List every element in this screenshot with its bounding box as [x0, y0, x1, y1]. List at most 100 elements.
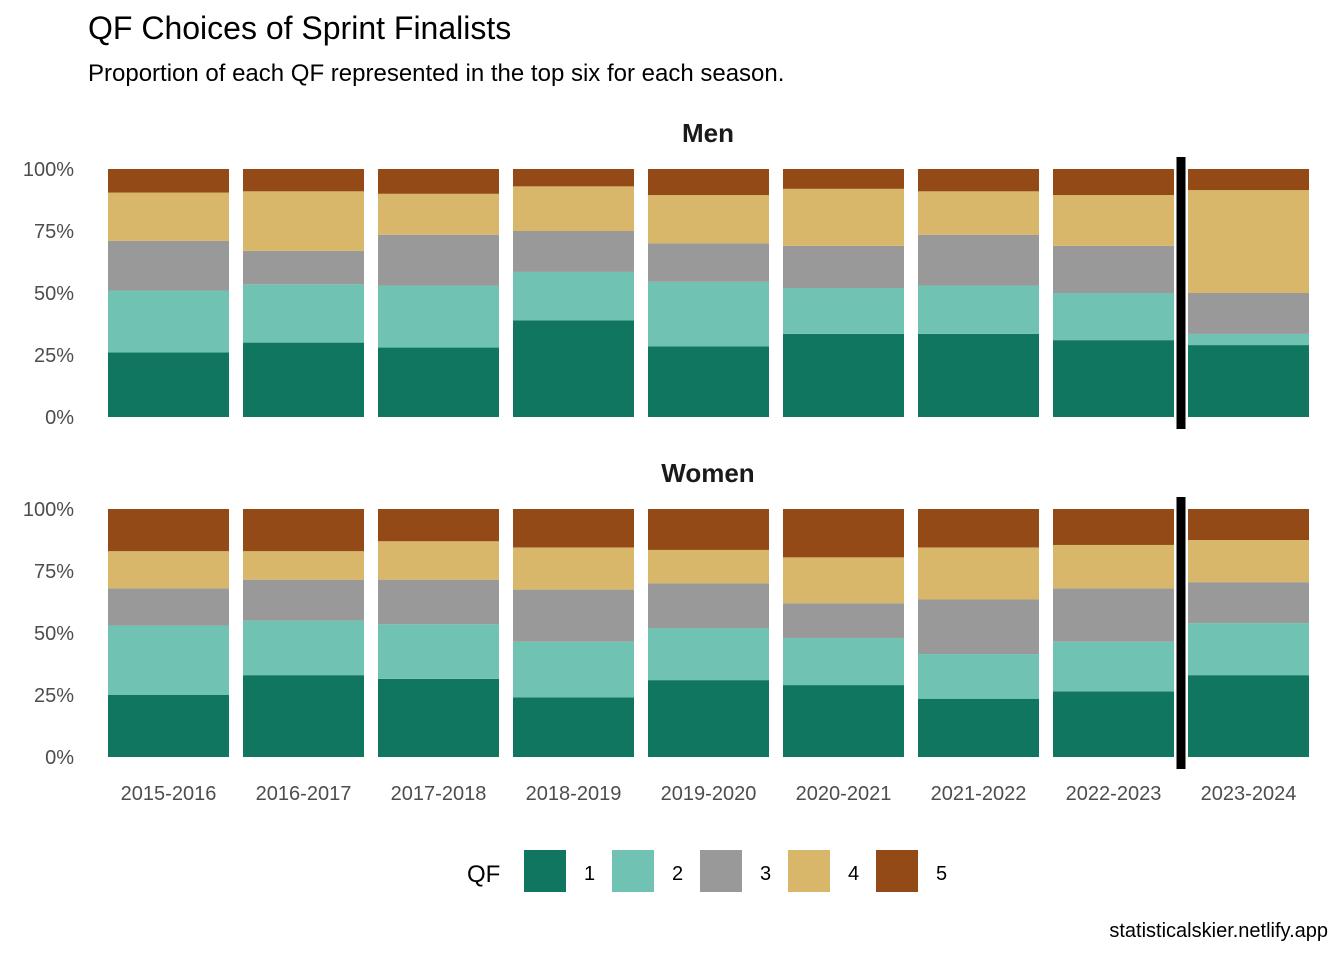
legend-label-4: 4 — [848, 863, 859, 885]
bar-segment — [918, 547, 1039, 600]
bar-segment — [513, 547, 634, 590]
bar-segment — [1053, 245, 1174, 293]
legend-title: QF — [467, 861, 500, 888]
bar-segment — [378, 579, 499, 625]
bar-segment — [513, 186, 634, 231]
bar-segment — [1053, 293, 1174, 341]
bar-segment — [1188, 509, 1309, 540]
bar-segment — [1188, 540, 1309, 583]
bar-segment — [513, 641, 634, 698]
bar-segment — [243, 250, 364, 285]
bar-segment — [918, 191, 1039, 235]
panel-title-men: Men — [682, 118, 734, 148]
bar-segment — [1053, 340, 1174, 417]
bar-segment — [918, 234, 1039, 286]
bar-segment — [243, 620, 364, 676]
bar-segment — [1053, 195, 1174, 246]
bar-segment — [513, 697, 634, 757]
bar-segment — [648, 583, 769, 629]
y-tick-label: 25% — [34, 345, 74, 367]
bar-segment — [648, 549, 769, 584]
y-tick-label: 0% — [45, 747, 74, 769]
bar-segment — [243, 509, 364, 552]
legend-label-1: 1 — [584, 863, 595, 885]
x-tick-label: 2018-2019 — [526, 783, 622, 805]
y-tick-label: 0% — [45, 407, 74, 429]
bar-segment — [918, 285, 1039, 334]
bar-segment — [648, 195, 769, 244]
y-tick-label: 25% — [34, 685, 74, 707]
bar-segment — [783, 333, 904, 417]
x-tick-label: 2017-2018 — [391, 783, 487, 805]
chart-subtitle: Proportion of each QF represented in the… — [88, 60, 785, 87]
bar-segment — [243, 551, 364, 580]
bar-segment — [1188, 169, 1309, 191]
bar-segment — [918, 509, 1039, 548]
bar-segment — [513, 509, 634, 548]
bar-segment — [648, 281, 769, 347]
bar-segment — [108, 192, 229, 241]
bar-segment — [378, 678, 499, 757]
legend-label-5: 5 — [936, 863, 947, 885]
bar-segment — [648, 169, 769, 196]
bar-segment — [783, 288, 904, 334]
y-tick-label: 75% — [34, 221, 74, 243]
legend-label-2: 2 — [672, 863, 683, 885]
bar-segment — [648, 509, 769, 550]
bar-segment — [108, 290, 229, 353]
bar-segment — [1188, 623, 1309, 676]
bar-segment — [918, 654, 1039, 699]
bar-segment — [918, 333, 1039, 417]
x-tick-label: 2016-2017 — [256, 783, 352, 805]
x-tick-label: 2019-2020 — [661, 783, 757, 805]
bar-segment — [1053, 588, 1174, 642]
bar-segment — [783, 188, 904, 246]
bar-segment — [1053, 544, 1174, 589]
bar-segment — [1188, 582, 1309, 624]
bar-segment — [378, 285, 499, 348]
bar-segment — [378, 169, 499, 194]
bar-segment — [783, 169, 904, 189]
bar-segment — [783, 637, 904, 686]
bar-segment — [108, 240, 229, 291]
bar-segment — [378, 509, 499, 542]
bar-segment — [918, 599, 1039, 655]
bar-segment — [648, 680, 769, 757]
bar-segment — [108, 695, 229, 757]
y-tick-label: 50% — [34, 623, 74, 645]
y-tick-label: 100% — [23, 159, 74, 181]
bar-segment — [1053, 509, 1174, 545]
bar-segment — [1188, 345, 1309, 417]
bar-segment — [918, 169, 1039, 192]
y-tick-label: 100% — [23, 499, 74, 521]
legend-swatch-2 — [612, 850, 654, 892]
x-tick-label: 2023-2024 — [1201, 783, 1297, 805]
bar-segment — [378, 347, 499, 417]
bar-segment — [243, 169, 364, 192]
legend-swatch-3 — [700, 850, 742, 892]
bar-segment — [783, 603, 904, 638]
x-tick-label: 2022-2023 — [1066, 783, 1162, 805]
bar-segment — [918, 698, 1039, 757]
bar-segment — [243, 191, 364, 251]
bar-segment — [243, 579, 364, 621]
bar-segment — [513, 320, 634, 417]
bar-segment — [108, 588, 229, 626]
bar-segment — [513, 169, 634, 187]
x-tick-label: 2021-2022 — [931, 783, 1027, 805]
bar-segment — [108, 509, 229, 552]
x-tick-label: 2015-2016 — [121, 783, 217, 805]
bar-segment — [1188, 333, 1309, 346]
y-tick-label: 50% — [34, 283, 74, 305]
bar-segment — [108, 551, 229, 589]
bar-segment — [648, 628, 769, 681]
bar-segment — [243, 342, 364, 417]
bar-segment — [513, 271, 634, 321]
bar-segment — [1188, 190, 1309, 293]
bar-segment — [783, 245, 904, 289]
y-tick-label: 75% — [34, 561, 74, 583]
bar-segment — [783, 557, 904, 604]
bar-segment — [1053, 169, 1174, 196]
bar-segment — [243, 284, 364, 343]
